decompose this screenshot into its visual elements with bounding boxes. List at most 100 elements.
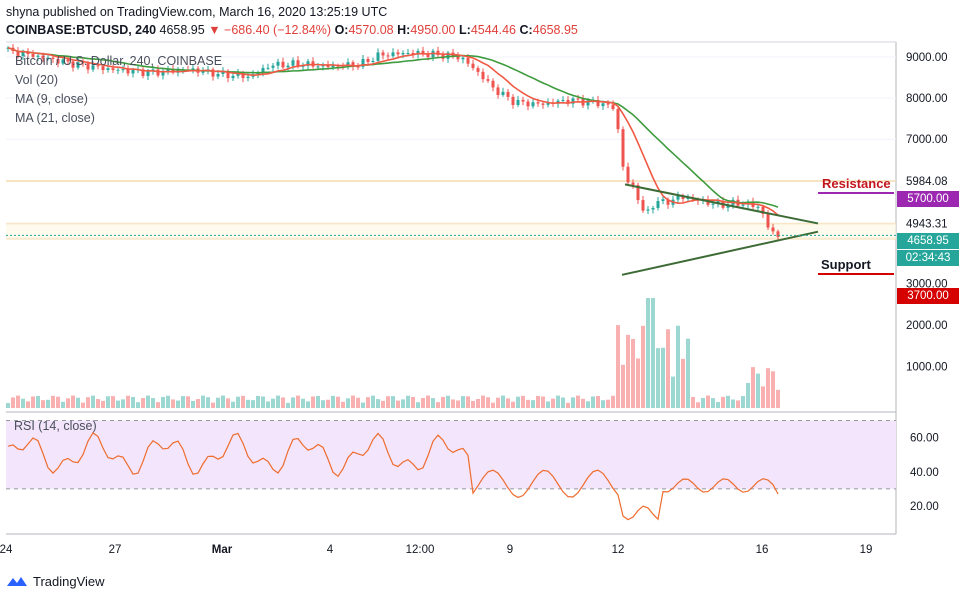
candle-body — [461, 57, 465, 60]
rsi-tick-label: 20.00 — [910, 501, 939, 513]
candle-body — [296, 60, 300, 67]
candle-body — [741, 204, 745, 206]
volume-bar — [366, 397, 370, 408]
symbol-label: COINBASE:BTCUSD, 240 — [6, 23, 157, 37]
volume-bar — [116, 400, 120, 408]
high-label: H: — [397, 23, 411, 37]
volume-bar — [406, 395, 410, 408]
candle-body — [316, 66, 320, 68]
close-label: C: — [519, 23, 533, 37]
volume-bar — [716, 402, 720, 408]
level-bands — [6, 179, 896, 240]
volume-bar — [526, 399, 530, 408]
volume-bar — [391, 396, 395, 408]
volume-bar — [546, 401, 550, 408]
time-tick-label: 12 — [612, 544, 625, 556]
volume-bars — [6, 298, 780, 408]
ma21-line — [7, 46, 779, 208]
volume-bar — [41, 400, 45, 408]
candle-body — [411, 52, 415, 55]
candle-body — [576, 98, 580, 100]
candle-body — [386, 55, 390, 57]
candle-body — [611, 104, 615, 110]
rsi-tick-label: 40.00 — [910, 467, 939, 479]
volume-bar — [201, 395, 205, 408]
candle-body — [391, 52, 395, 57]
volume-bar — [166, 395, 170, 408]
candle-body — [146, 71, 150, 76]
volume-bar — [746, 382, 750, 408]
time-tick-label: 27 — [109, 544, 122, 556]
volume-bar — [476, 398, 480, 408]
candle-body — [301, 65, 305, 67]
volume-bar — [741, 396, 745, 408]
candle-body — [426, 54, 430, 58]
candle-body — [81, 62, 85, 64]
volume-bar — [286, 402, 290, 408]
candle-body — [366, 58, 370, 63]
volume-bar — [281, 397, 285, 408]
volume-bar — [586, 401, 590, 408]
volume-bar — [36, 395, 40, 408]
volume-bar — [381, 400, 385, 408]
candle-body — [356, 66, 360, 68]
volume-bar — [516, 396, 520, 408]
volume-bar — [531, 400, 535, 408]
candle-body — [476, 68, 480, 72]
candle-body — [586, 100, 590, 106]
candle-body — [771, 227, 775, 232]
volume-bar — [566, 402, 570, 408]
volume-bar — [291, 397, 295, 408]
candle-body — [501, 91, 505, 96]
time-tick-label: 24 — [0, 544, 13, 556]
resistance-price-tag: 5700.00 — [897, 191, 959, 207]
volume-bar — [106, 396, 110, 408]
volume-bar — [511, 401, 515, 408]
volume-bar — [421, 397, 425, 408]
candle-body — [416, 50, 420, 55]
low-value: 4544.46 — [470, 23, 516, 37]
candle-body — [516, 99, 520, 105]
legend-title: Bitcoin / U.S. Dollar, 240, COINBASE — [15, 54, 223, 68]
candle-body — [656, 201, 660, 208]
candle-body — [126, 69, 130, 74]
time-axis-ticks: 24 27 Mar 4 12:00 9 12 16 19 — [0, 544, 872, 556]
rsi-tick-label: 60.00 — [910, 433, 939, 445]
volume-bar — [416, 402, 420, 408]
volume-bar — [351, 395, 355, 408]
price-tick-label: 2000.00 — [906, 320, 948, 332]
candle-body — [291, 60, 295, 66]
candle-body — [646, 209, 650, 211]
candle-body — [376, 52, 380, 61]
close-value: 4658.95 — [532, 23, 578, 37]
candle-body — [541, 103, 545, 105]
resistance-underline — [818, 192, 894, 194]
candle-body — [466, 57, 470, 64]
volume-bar — [16, 395, 20, 408]
candle-body — [111, 68, 115, 71]
candle-body — [776, 231, 780, 237]
rsi-line — [7, 431, 779, 521]
candle-body — [16, 50, 20, 56]
volume-bar — [91, 395, 95, 408]
candle-body — [326, 64, 330, 68]
candle-body — [601, 103, 605, 107]
candle-body — [76, 62, 80, 68]
candle-body — [446, 52, 450, 59]
volume-bar — [506, 398, 510, 408]
price-tick-label: 3000.00 — [906, 279, 948, 291]
candle-body — [41, 55, 45, 59]
candle-body — [51, 57, 55, 59]
price-chart[interactable]: 9000.00 8000.00 7000.00 3000.00 2000.00 1000.… — [0, 40, 967, 568]
upper-trendline — [624, 183, 819, 225]
volume-bar — [176, 400, 180, 408]
time-tick-label: 19 — [860, 544, 873, 556]
candle-body — [596, 99, 600, 107]
volume-bar — [251, 400, 255, 408]
candle-body — [651, 207, 655, 210]
candle-body — [71, 61, 75, 68]
volume-bar — [376, 399, 380, 408]
published-line: shyna published on TradingView.com, Marc… — [6, 5, 388, 19]
candle-body — [381, 52, 385, 56]
candle-body — [536, 102, 540, 104]
